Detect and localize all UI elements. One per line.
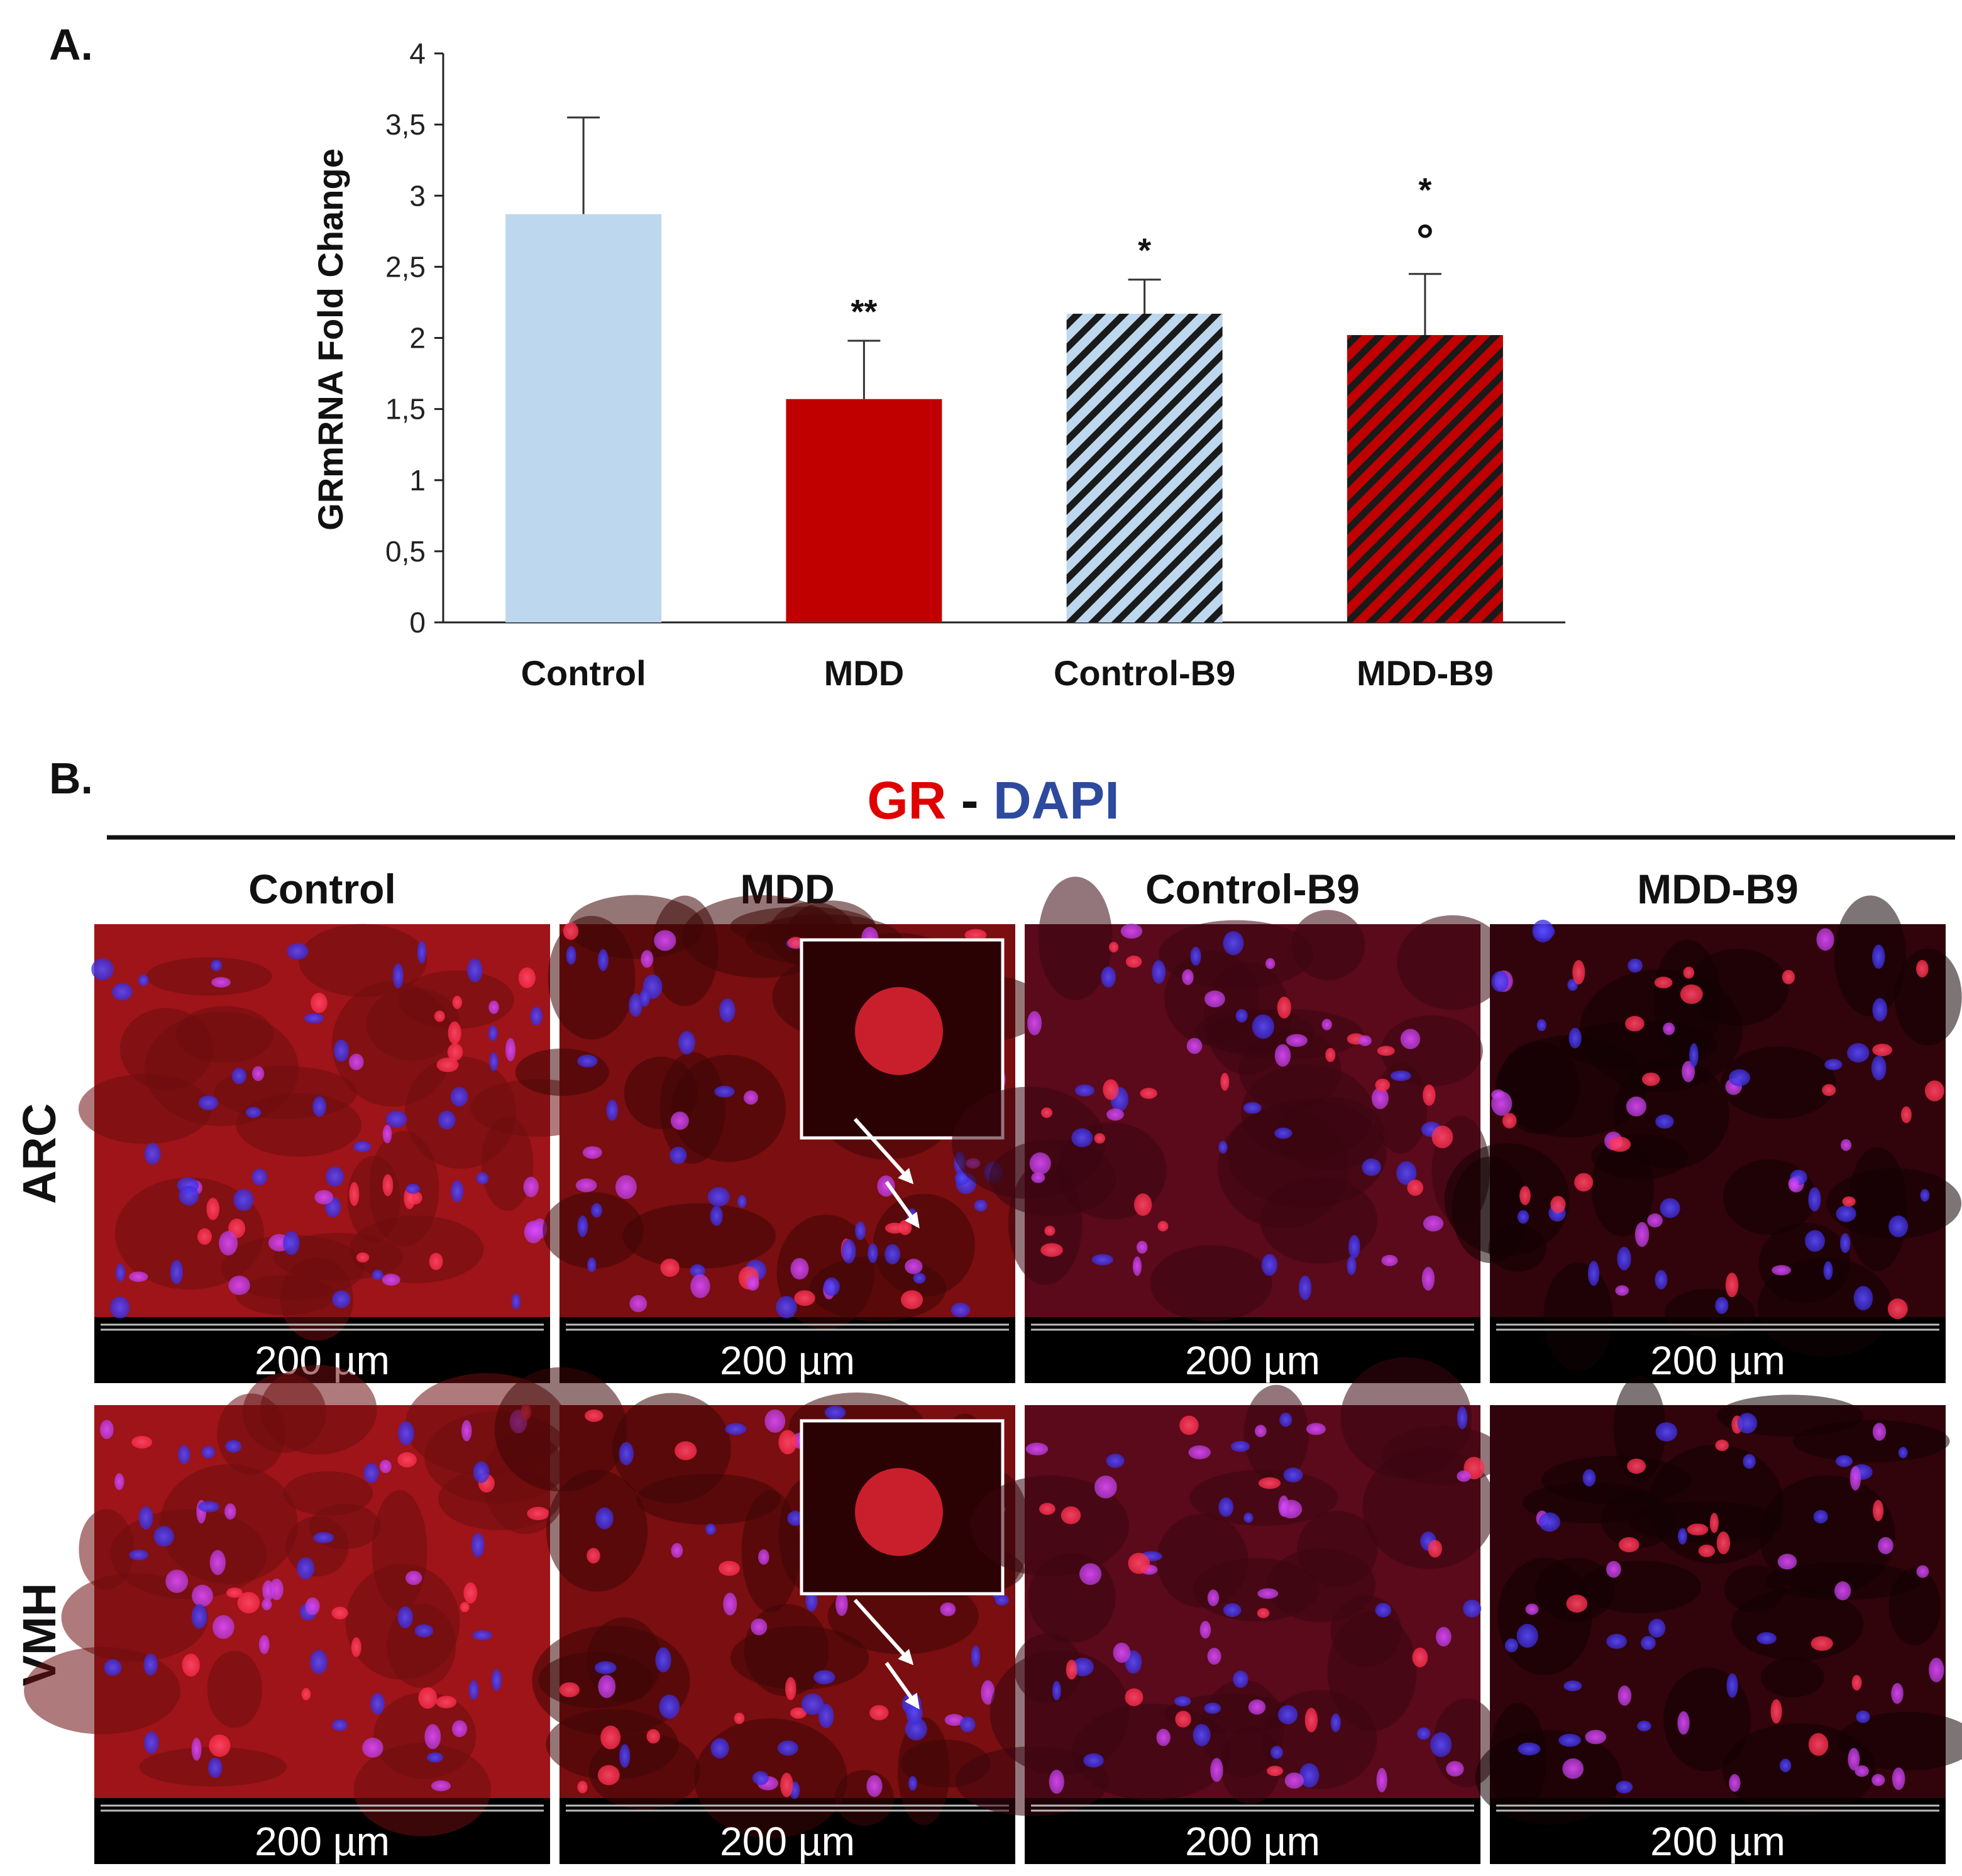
row-label: ARC [13,1103,65,1204]
y-tick-label: 4 [409,37,426,70]
column-header: Control-B9 [1145,866,1360,912]
scale-bar-label: 200 µm [255,1819,390,1864]
y-tick-label: 2 [409,322,426,355]
y-tick-label: 1 [409,464,426,497]
y-tick-label: 2,5 [385,250,426,283]
bar-mdd [786,399,942,622]
column-header: Control [248,866,396,912]
bar-control-b9 [1066,314,1223,622]
legend-dapi: DAPI [993,771,1120,830]
y-tick-label: 0,5 [385,535,426,568]
bar-control [505,214,662,623]
scale-bar-label: 200 µm [720,1338,855,1383]
micrograph-vmh-mdd-b9: 200 µm [1475,1375,1962,1864]
legend-gr: GR [867,771,946,830]
x-tick-label: MDD-B9 [1357,653,1494,693]
y-tick-label: 3,5 [385,108,426,141]
scale-bar-label: 200 µm [1650,1819,1785,1864]
x-tick-label: Control-B9 [1054,653,1235,693]
micrograph-arc-control: 200 µm [78,924,606,1383]
panel-a-label: A. [49,20,93,69]
bars: ****° [505,116,1503,623]
x-axis-labels: Control MDD Control-B9 MDD-B9 [521,653,1494,693]
panel-b-label: B. [49,754,93,803]
y-tick-label: 3 [409,179,426,212]
x-tick-label: Control [521,653,646,693]
micrograph-vmh-mdd: 200 µm [494,1367,1030,1864]
bar-chart: 00,511,522,533,54 ****° Control MDD Contro… [311,37,1565,693]
scale-bar-label: 200 µm [1185,1338,1320,1383]
micrograph-vmh-control: 200 µm [24,1365,572,1864]
legend-separator: - [961,771,979,830]
micrograph-vmh-control-b9: 200 µm [956,1357,1504,1864]
significance-mark: ** [851,293,877,331]
stain-legend: GR - DAPI [867,771,1119,830]
y-axis-label: GRmRNA Fold Change [311,148,350,531]
column-header: MDD-B9 [1637,866,1799,912]
x-tick-label: MDD [824,653,905,693]
significance-mark: * [1418,172,1431,209]
y-tick-label: 1,5 [385,393,426,426]
y-tick-label: 0 [409,606,426,639]
micrograph-arc-mdd: 200 µm [515,895,1049,1383]
significance-mark: * [1138,232,1151,270]
scale-bar-label: 200 µm [1650,1338,1785,1383]
bar-mdd-b9 [1347,334,1503,622]
micrograph-arc-control-b9: 200 µm [951,876,1509,1383]
scale-bar-label: 200 µm [720,1819,855,1864]
scale-bar-label: 200 µm [1185,1819,1320,1864]
comparison-mark: ° [1416,216,1434,265]
micrograph-arc-mdd-b9: 200 µm [1444,895,1962,1383]
